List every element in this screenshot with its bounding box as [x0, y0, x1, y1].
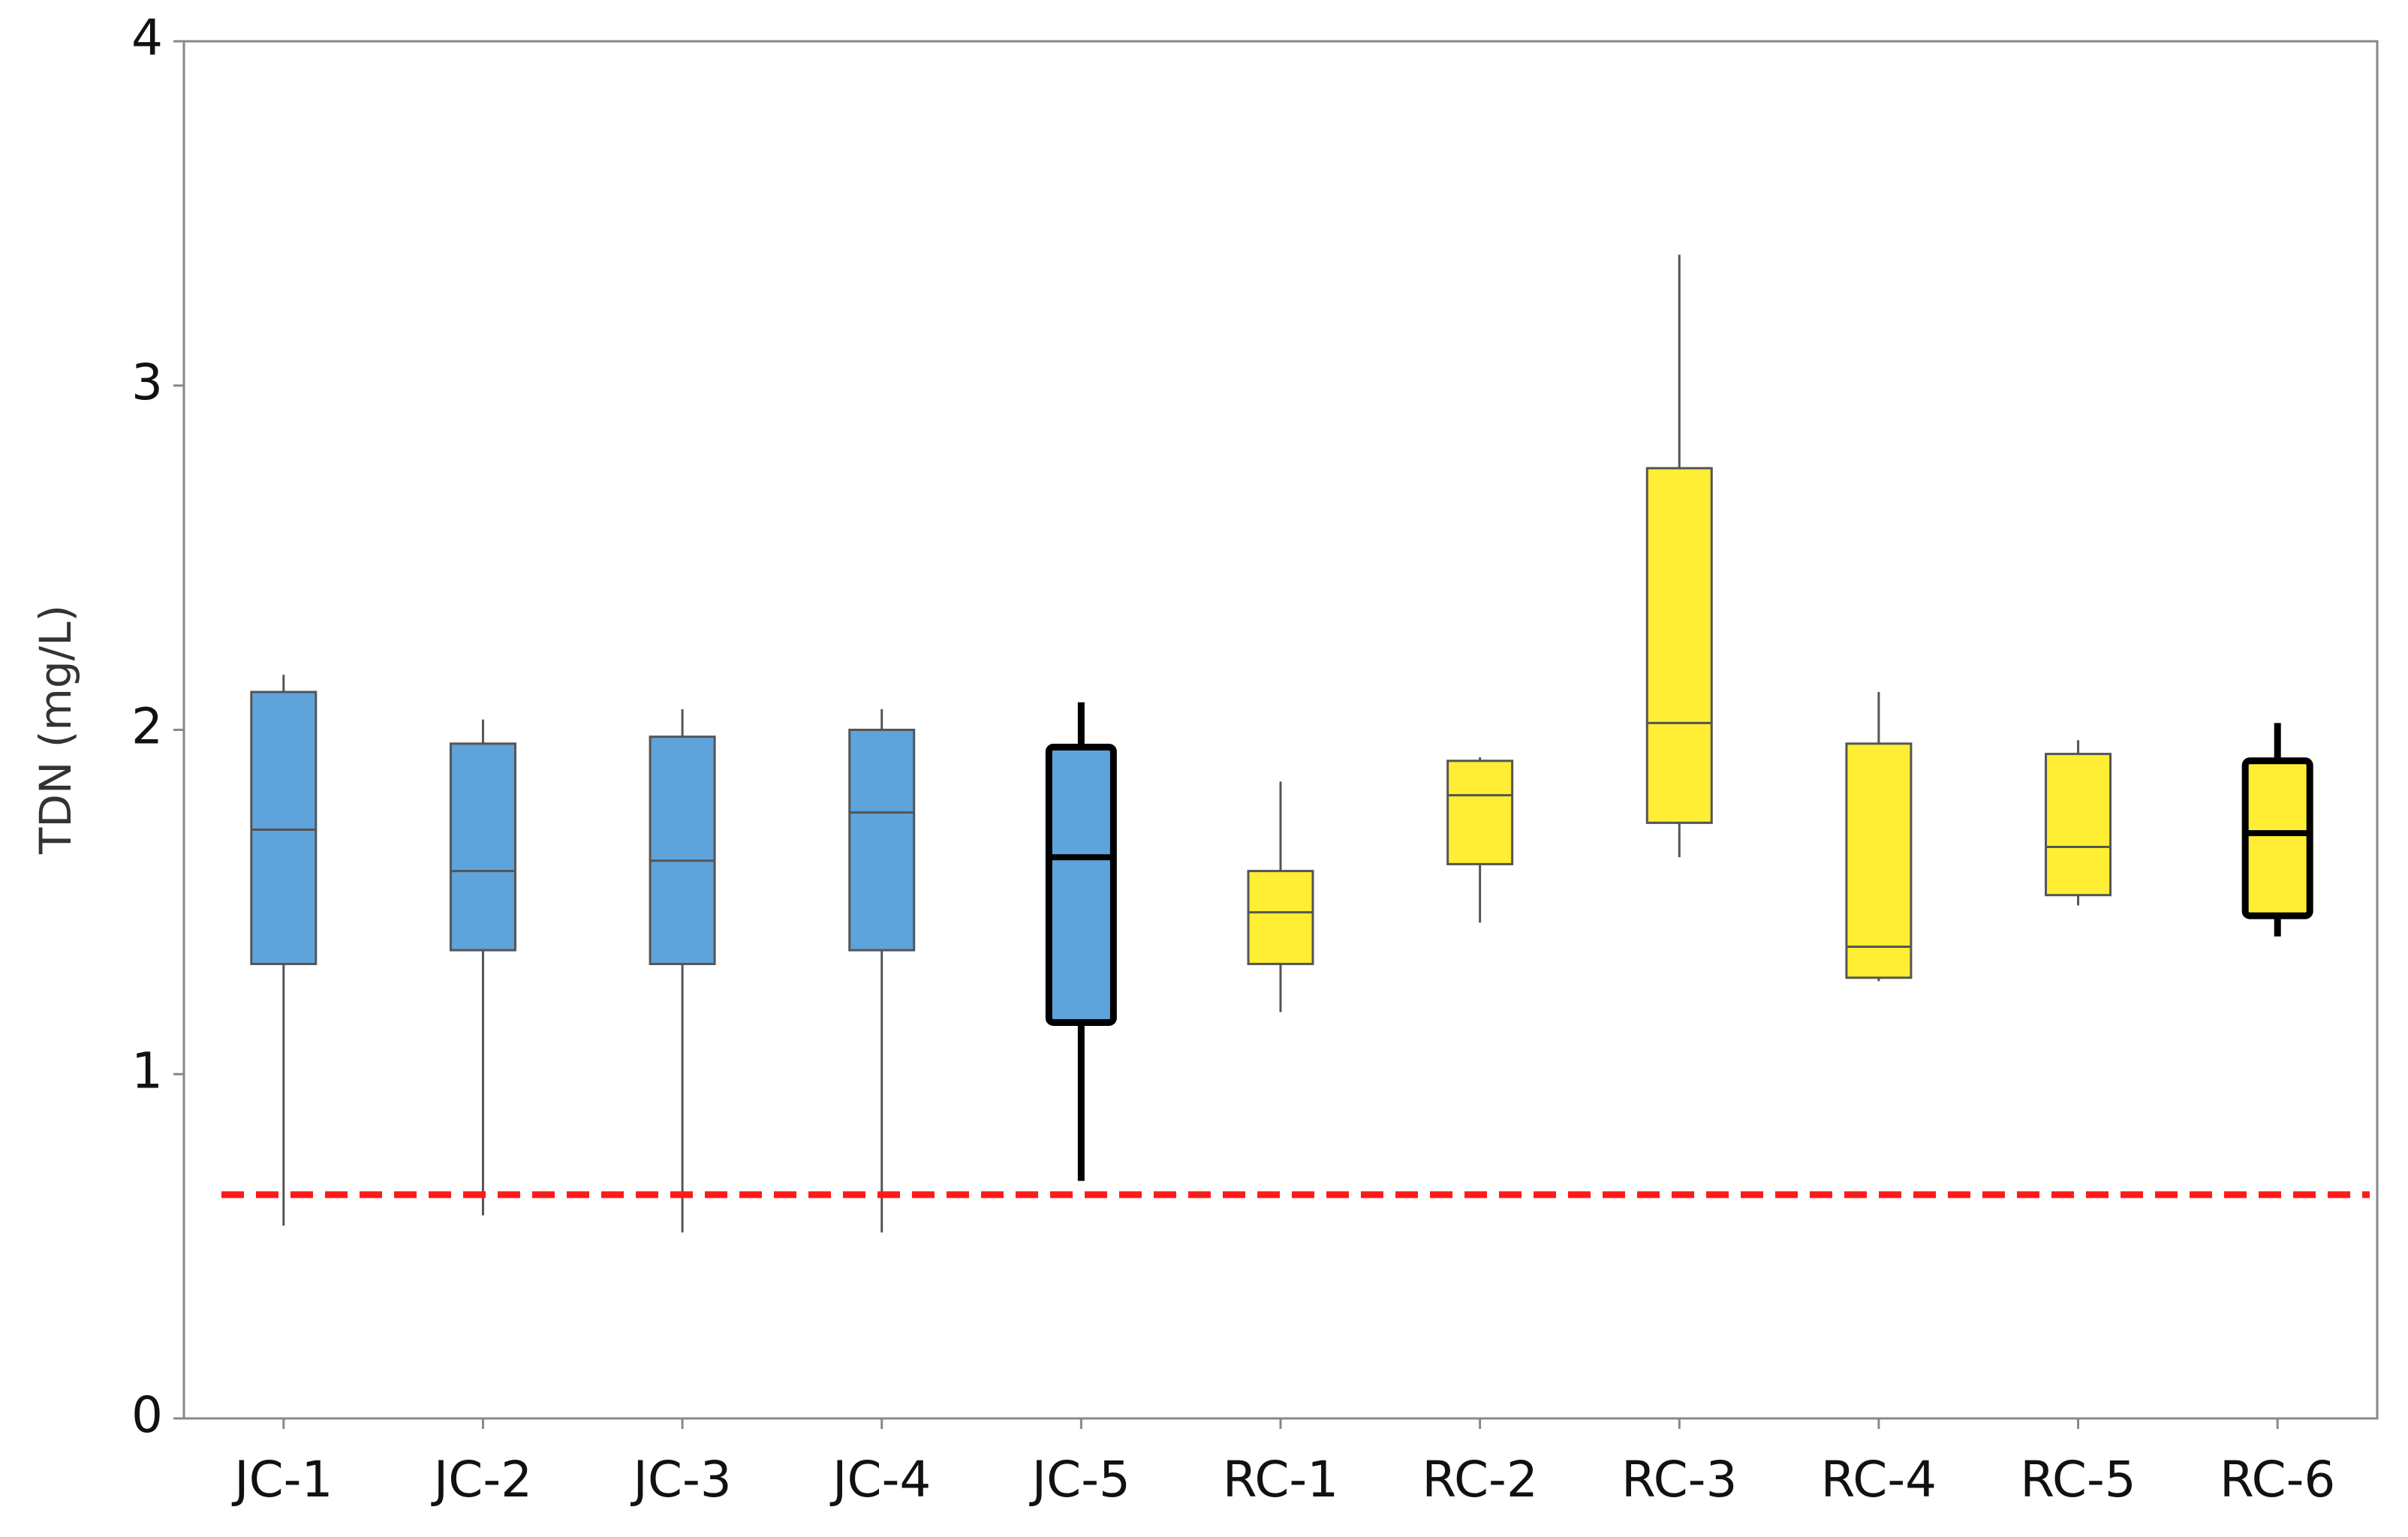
plot-frame — [182, 40, 2379, 1420]
box — [848, 729, 916, 952]
x-tick-label: RC-1 — [1223, 1451, 1338, 1508]
x-tick-label: JC-2 — [431, 1451, 532, 1508]
y-tick-label: 3 — [131, 353, 163, 411]
x-tick-label: JC-5 — [1029, 1451, 1130, 1508]
x-tick-label: JC-1 — [231, 1451, 333, 1508]
x-tick-label: JC-4 — [829, 1451, 931, 1508]
y-tick-label: 2 — [131, 698, 163, 756]
box — [1645, 467, 1713, 824]
x-tick-label: RC-3 — [1621, 1451, 1737, 1508]
box — [649, 735, 716, 965]
box — [449, 742, 516, 952]
x-tick-label: RC-2 — [1422, 1451, 1537, 1508]
y-tick-label: 1 — [131, 1042, 163, 1099]
box — [250, 690, 318, 965]
box — [2045, 753, 2112, 897]
box — [1845, 742, 1913, 979]
x-tick-label: RC-6 — [2220, 1451, 2335, 1508]
box — [1446, 759, 1514, 865]
x-tick-label: JC-3 — [630, 1451, 731, 1508]
box — [1045, 743, 1117, 1026]
y-axis-title: TDN (mg/L) — [30, 605, 81, 855]
x-tick-label: RC-5 — [2020, 1451, 2136, 1508]
x-tick-label: RC-4 — [1821, 1451, 1937, 1508]
box — [1247, 870, 1314, 965]
y-tick-label: 0 — [131, 1386, 163, 1444]
box — [2241, 757, 2313, 919]
y-tick-label: 4 — [131, 9, 163, 67]
